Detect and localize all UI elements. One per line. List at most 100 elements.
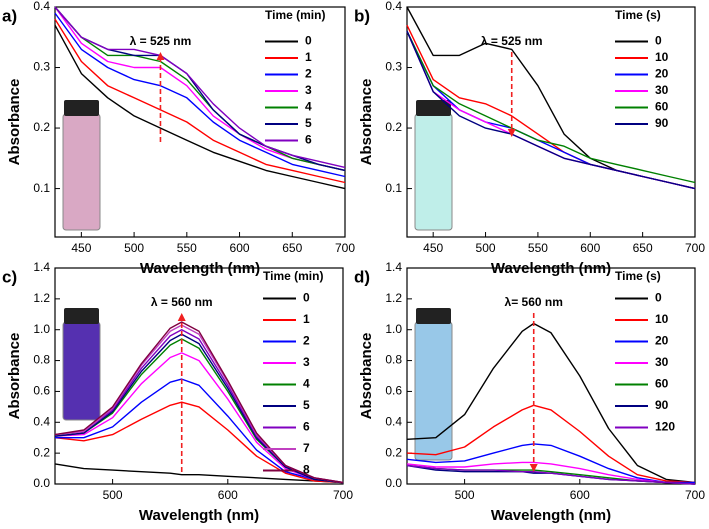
y-axis-title: Absorbance [358,79,375,166]
x-tick-label: 650 [633,241,653,255]
legend-label: 0 [305,34,312,48]
series-line [54,401,344,484]
series-line [54,6,346,169]
legend-title: Time (min) [263,269,323,283]
legend-title: Time (s) [615,269,661,283]
legend-label: 0 [655,291,662,305]
legend-label: 30 [655,83,669,97]
frame [54,267,344,485]
frame [406,6,696,238]
x-tick-label: 650 [282,241,302,255]
vial-cap [64,100,99,116]
legend-title: Time (min) [265,8,325,22]
y-tick-label: 0.2 [385,120,402,134]
legend-label: 0 [303,291,310,305]
legend-label: 6 [303,420,310,434]
y-axis-title: Absorbance [6,79,23,166]
marker-arrowhead [507,129,516,137]
series-line [54,18,346,184]
y-tick-label: 1.0 [385,322,402,336]
legend-label: 2 [303,334,310,348]
legend-label: 60 [655,377,669,391]
y-tick-label: 0.8 [385,353,402,367]
series-line [54,12,346,178]
legend-label: 90 [655,116,669,130]
legend-label: 10 [655,312,669,326]
y-tick-label: 0.2 [33,445,50,459]
legend-label: 60 [655,100,669,114]
legend-label: 1 [303,312,310,326]
y-tick-label: 0.4 [385,414,402,428]
y-tick-label: 1.2 [33,291,50,305]
x-tick-label: 700 [685,488,705,502]
frame [406,267,696,485]
y-tick-label: 0.0 [33,476,50,490]
x-tick-label: 600 [580,241,600,255]
x-tick-label: 450 [423,241,443,255]
x-tick-label: 550 [177,241,197,255]
legend-label: 90 [655,398,669,412]
y-tick-label: 1.0 [33,322,50,336]
y-tick-label: 0.3 [33,60,50,74]
marker-arrowhead [529,464,538,472]
annotation: λ= 560 nm [505,295,563,309]
annotation: λ = 525 nm [130,34,192,48]
legend-label: 2 [305,67,312,81]
y-tick-label: 0.4 [385,0,402,13]
y-axis-title: Absorbance [358,333,375,420]
series-line [406,404,696,484]
x-axis-title: Wavelength (nm) [139,507,259,524]
y-axis-title: Absorbance [6,333,23,420]
vial-cap [416,308,451,324]
legend-label: 3 [303,355,310,369]
x-tick-label: 500 [476,241,496,255]
x-tick-label: 550 [528,241,548,255]
x-tick-label: 500 [455,488,475,502]
x-tick-label: 700 [333,488,353,502]
y-tick-label: 0.6 [385,384,402,398]
vial-body [414,321,453,461]
y-tick-label: 0.4 [33,414,50,428]
x-tick-label: 600 [218,488,238,502]
y-tick-label: 1.4 [385,260,402,274]
x-axis-title: Wavelength (nm) [491,507,611,524]
series-line [54,6,346,172]
legend-label: 0 [655,34,662,48]
marker-arrowhead [156,52,165,60]
y-tick-label: 1.2 [385,291,402,305]
legend-label: 120 [655,420,675,434]
x-tick-label: 700 [335,241,355,255]
legend-label: 8 [303,463,310,477]
legend-label: 20 [655,334,669,348]
vial-body [414,113,453,231]
series-line [406,464,696,485]
y-tick-label: 0.3 [385,60,402,74]
x-tick-label: 450 [71,241,91,255]
legend-label: 1 [305,50,312,64]
legend-label: 6 [305,133,312,147]
panel-label: c) [2,267,17,286]
series-line [406,30,696,190]
y-tick-label: 1.4 [33,260,50,274]
legend-label: 30 [655,355,669,369]
legend-title: Time (s) [615,8,661,22]
x-tick-label: 500 [124,241,144,255]
legend-label: 5 [303,398,310,412]
legend-label: 3 [305,83,312,97]
series-line [406,461,696,485]
annotation: λ = 525 nm [481,34,543,48]
marker-arrowhead [177,313,186,321]
series-line [54,321,344,484]
y-tick-label: 0.2 [33,120,50,134]
series-line [406,443,695,484]
x-tick-label: 500 [103,488,123,502]
series-line [54,463,344,484]
x-tick-label: 600 [570,488,590,502]
x-tick-label: 700 [685,241,705,255]
x-tick-label: 600 [230,241,250,255]
legend-label: 4 [305,100,312,114]
series-line [55,378,344,484]
series-line [406,322,696,484]
